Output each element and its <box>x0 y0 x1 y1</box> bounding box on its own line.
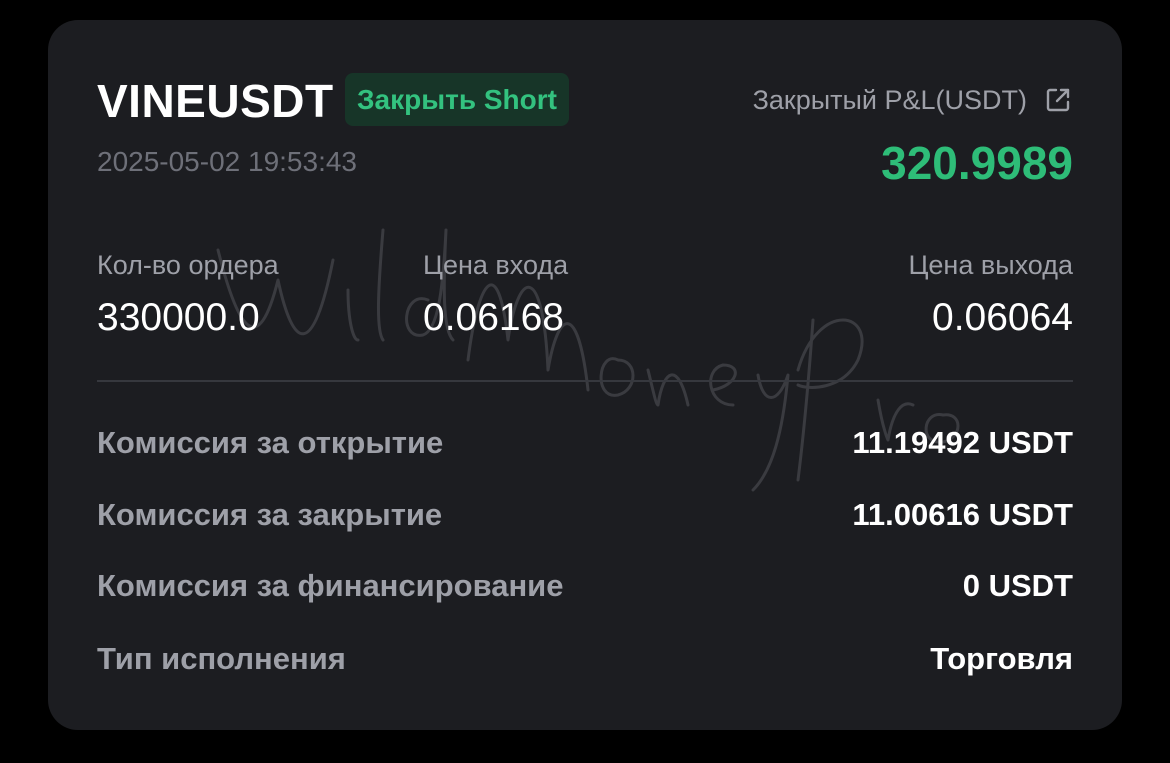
pnl-label: Закрытый P&L(USDT) <box>752 85 1027 115</box>
exit-price-label: Цена выхода <box>908 250 1073 280</box>
exec-type-value: Торговля <box>930 641 1073 676</box>
detail-row-open-fee: Комиссия за открытие 11.19492 USDT <box>97 421 1073 465</box>
detail-row-close-fee: Комиссия за закрытие 11.00616 USDT <box>97 493 1073 537</box>
pnl-header: Закрытый P&L(USDT) <box>753 83 1073 117</box>
exec-type-label: Тип исполнения <box>97 641 346 676</box>
order-qty-value: 330000.0 <box>97 296 260 339</box>
close-fee-value: 11.00616 USDT <box>852 497 1073 532</box>
close-timestamp: 2025-05-02 19:53:43 <box>97 146 357 177</box>
position-side-badge: Закрыть Short <box>345 73 569 126</box>
detail-row-funding-fee: Комиссия за финансирование 0 USDT <box>97 564 1073 608</box>
close-fee-label: Комиссия за закрытие <box>97 497 443 532</box>
external-link-icon[interactable] <box>1043 85 1073 115</box>
pnl-value: 320.9989 <box>881 137 1073 189</box>
divider <box>97 380 1073 382</box>
closed-position-card: VINEUSDT Закрыть Short 2025-05-02 19:53:… <box>48 20 1122 730</box>
open-fee-value: 11.19492 USDT <box>852 425 1073 460</box>
symbol-title: VINEUSDT <box>97 75 334 127</box>
entry-price-label: Цена входа <box>423 250 569 280</box>
entry-price-value: 0.06168 <box>423 296 564 339</box>
exit-price-value: 0.06064 <box>932 296 1073 339</box>
order-qty-label: Кол-во ордера <box>97 250 279 280</box>
detail-row-exec-type: Тип исполнения Торговля <box>97 637 1073 681</box>
funding-fee-label: Комиссия за финансирование <box>97 568 564 603</box>
funding-fee-value: 0 USDT <box>962 568 1073 603</box>
open-fee-label: Комиссия за открытие <box>97 425 444 460</box>
watermark-logo <box>216 228 960 492</box>
